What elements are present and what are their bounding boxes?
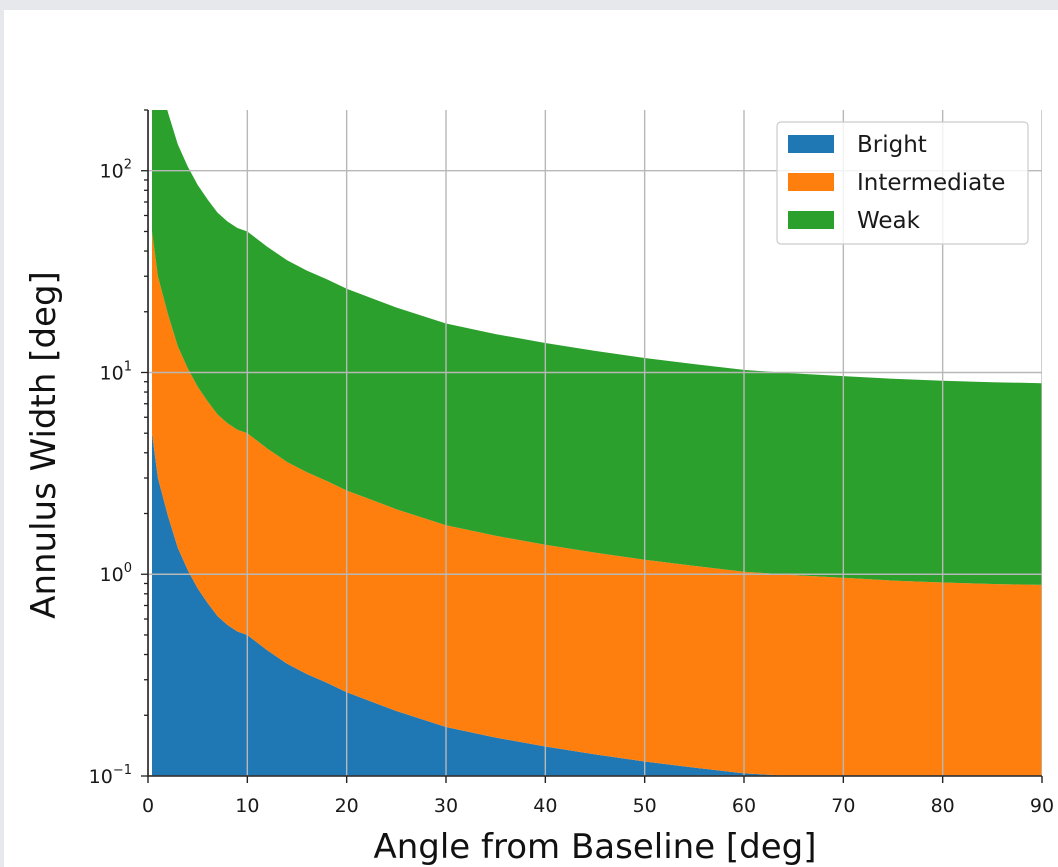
legend-label-weak: Weak [857, 208, 921, 234]
legend-swatch-intermediate [788, 173, 834, 191]
y-tick-base: 10 [100, 362, 124, 384]
y-tick-label: 100 [100, 561, 132, 586]
y-tick-base: 10 [89, 766, 113, 788]
x-tick-label: 20 [335, 795, 359, 817]
legend-swatch-bright [788, 135, 834, 153]
area-bands [152, 110, 1042, 776]
x-tick-label: 60 [732, 795, 756, 817]
legend: Bright Intermediate Weak [776, 121, 1029, 245]
x-tick-label: 50 [633, 795, 657, 817]
band-bright [152, 433, 1042, 776]
y-tick-exponent: 2 [124, 158, 132, 173]
x-tick-label: 0 [142, 795, 154, 817]
y-tick-base: 10 [100, 564, 124, 586]
grid-lines [148, 110, 1042, 776]
y-tick-exponent: 0 [124, 561, 132, 576]
x-tick-label: 40 [533, 795, 557, 817]
x-tick-label: 70 [831, 795, 855, 817]
x-axis-label: Angle from Baseline [deg] [373, 827, 816, 867]
band-intermediate [152, 231, 1042, 776]
axes [141, 109, 1043, 783]
y-tick-label: 102 [100, 158, 132, 183]
y-tick-label: 10−1 [89, 763, 132, 788]
x-tick-label: 10 [235, 795, 259, 817]
legend-swatch-weak [788, 211, 834, 229]
x-tick-labels: 0 10 20 30 40 50 60 70 80 90 [142, 795, 1054, 817]
band-weak [152, 110, 1042, 585]
x-tick-label: 30 [434, 795, 458, 817]
x-tick-label: 90 [1030, 795, 1054, 817]
legend-label-bright: Bright [857, 132, 927, 158]
x-tick-label: 80 [931, 795, 955, 817]
legend-label-intermediate: Intermediate [857, 170, 1005, 196]
y-axis-label: Annulus Width [deg] [24, 271, 64, 619]
y-tick-base: 10 [100, 161, 124, 183]
y-tick-label: 101 [100, 359, 132, 384]
y-tick-exponent: 1 [124, 359, 132, 374]
legend-box [776, 121, 1029, 245]
y-tick-exponent: −1 [113, 763, 132, 778]
